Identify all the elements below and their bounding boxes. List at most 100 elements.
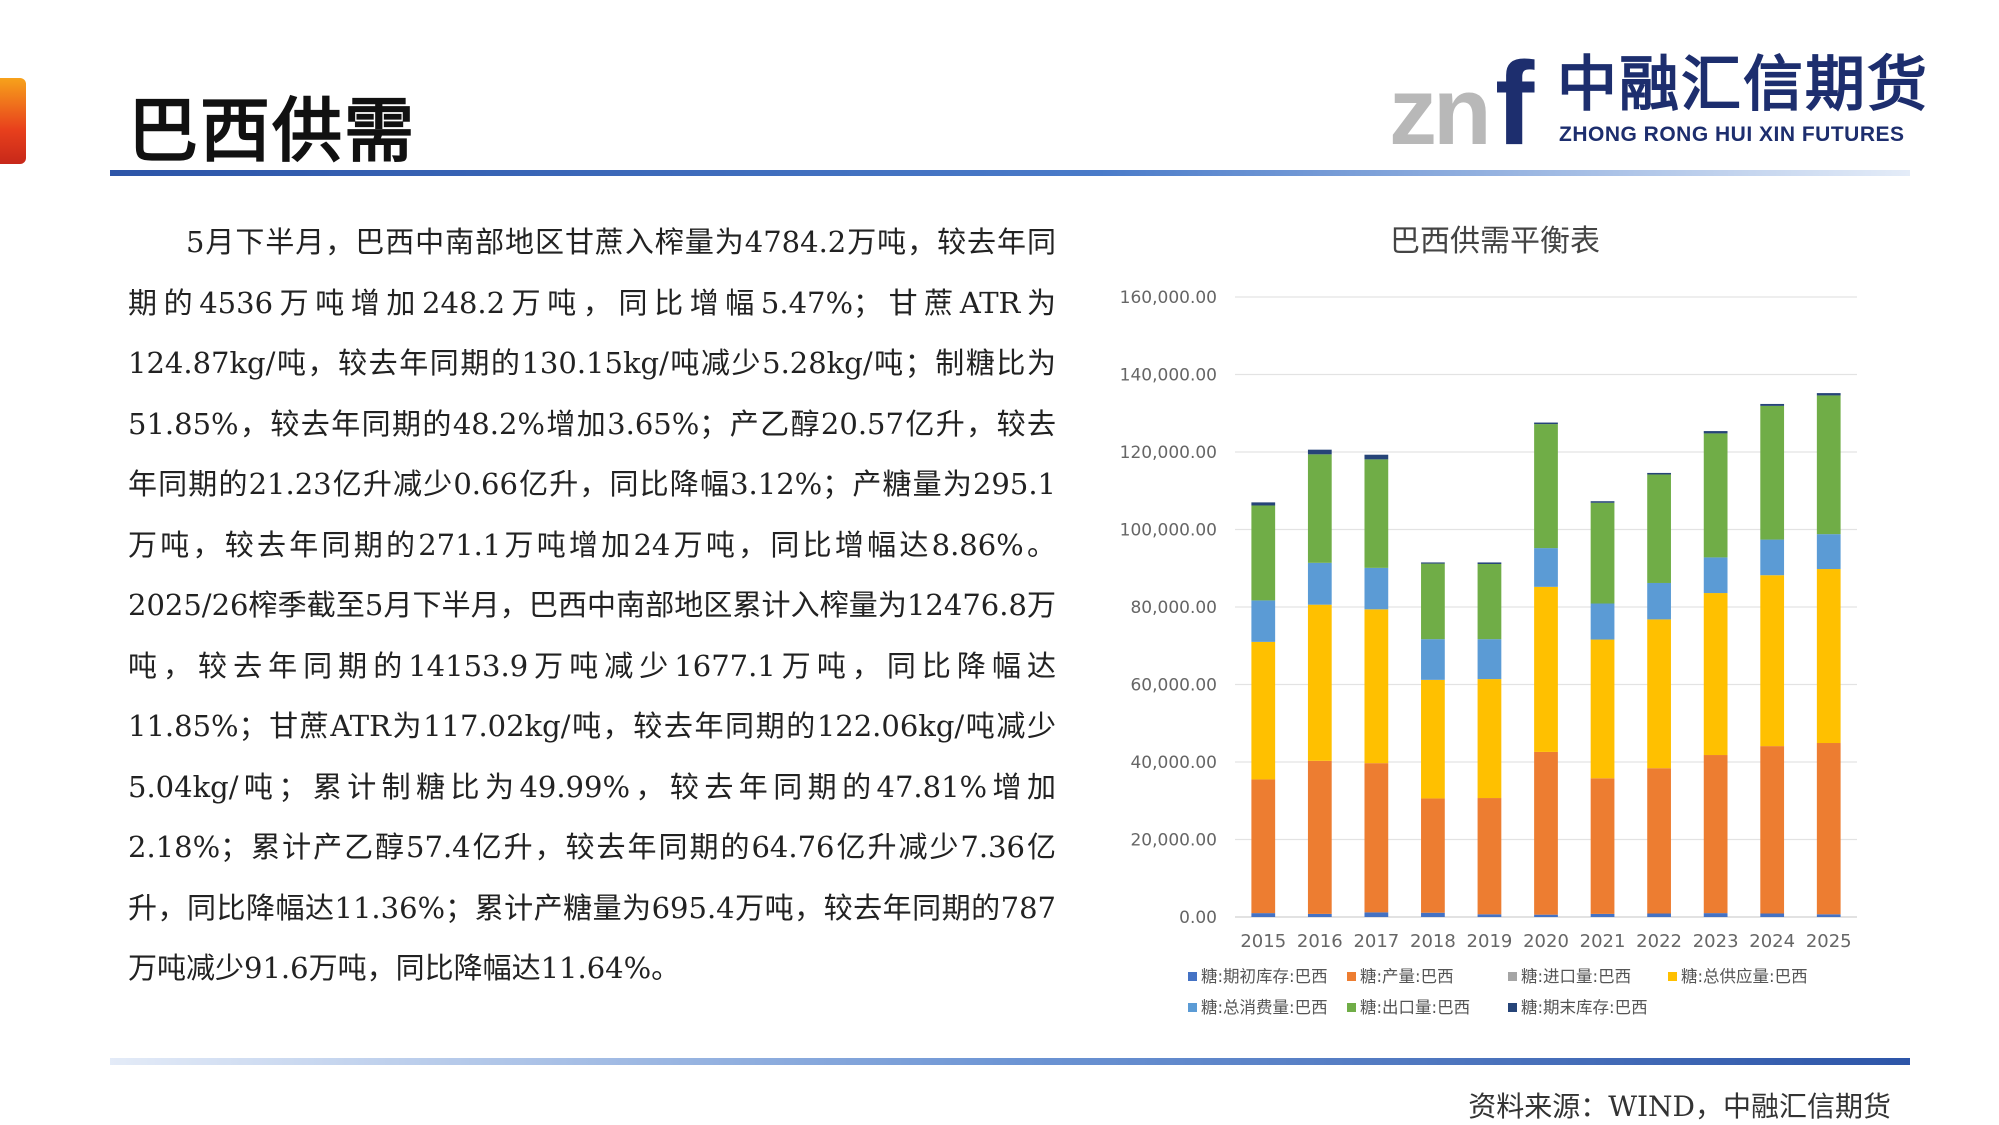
bar-segment xyxy=(1760,403,1785,406)
bar-segment xyxy=(1703,755,1728,914)
bar-segment xyxy=(1477,639,1502,680)
bar-segment xyxy=(1816,395,1841,535)
bar-segment xyxy=(1307,454,1332,563)
bar-segment xyxy=(1307,913,1332,917)
bar-segment xyxy=(1534,914,1558,917)
bar-segment xyxy=(1364,567,1389,610)
bar-segment xyxy=(1364,609,1389,764)
y-tick-label: 140,000.00 xyxy=(1120,366,1217,386)
legend-label: 糖:期末库存:巴西 xyxy=(1521,998,1648,1017)
bar-segment xyxy=(1816,569,1841,744)
supply-demand-chart: 巴西供需平衡表 0.00 20,000.00 40,000.00 60,000.00 8… xyxy=(1120,224,1857,1017)
bar-segment xyxy=(1590,502,1615,604)
bar-segment xyxy=(1421,563,1445,640)
legend-label: 糖:出口量:巴西 xyxy=(1360,998,1470,1017)
y-tick-label: 0.00 xyxy=(1179,908,1217,928)
svg-text:zn: zn xyxy=(1389,58,1488,155)
bar-segment xyxy=(1421,562,1445,564)
bar-segment xyxy=(1703,593,1728,756)
bar-segment xyxy=(1703,431,1728,434)
bar-segment xyxy=(1364,763,1389,913)
accent-tab xyxy=(0,78,26,164)
bar-segment xyxy=(1760,746,1785,914)
bar-segment xyxy=(1477,562,1502,564)
bar-segment xyxy=(1703,913,1728,917)
x-tick-label: 2022 xyxy=(1636,931,1682,952)
y-tick-label: 160,000.00 xyxy=(1120,288,1217,308)
bar-segment xyxy=(1590,501,1615,503)
bar-segment xyxy=(1534,751,1558,915)
bar-segment xyxy=(1251,502,1276,506)
legend-label: 糖:进口量:巴西 xyxy=(1521,967,1631,986)
y-tick-label: 120,000.00 xyxy=(1120,443,1217,463)
bar-segment xyxy=(1703,557,1728,594)
bar-segment xyxy=(1816,393,1841,396)
bar-segment xyxy=(1251,641,1276,780)
bar-segment xyxy=(1364,912,1389,917)
logo-en-text: ZHONG RONG HUI XIN FUTURES xyxy=(1559,123,1905,146)
y-tick-label: 40,000.00 xyxy=(1130,753,1217,773)
legend-swatch xyxy=(1188,972,1197,981)
legend-swatch xyxy=(1188,1003,1197,1012)
axis-layer: 0.00 20,000.00 40,000.00 60,000.00 80,000.00… xyxy=(1120,288,1852,952)
x-tick-label: 2017 xyxy=(1353,931,1399,952)
bar-segment xyxy=(1534,586,1558,752)
bar-segment xyxy=(1307,449,1332,455)
y-tick-label: 60,000.00 xyxy=(1130,676,1217,696)
x-tick-label: 2020 xyxy=(1523,931,1569,952)
bar-segment xyxy=(1647,474,1671,583)
x-tick-label: 2015 xyxy=(1240,931,1286,952)
bar-segment xyxy=(1307,562,1332,605)
bar-segment xyxy=(1647,472,1671,475)
x-tick-label: 2024 xyxy=(1749,931,1795,952)
legend-label: 糖:产量:巴西 xyxy=(1360,967,1454,986)
bar-segment xyxy=(1760,913,1785,917)
footer-divider xyxy=(110,1058,1910,1065)
legend-swatch xyxy=(1508,1003,1517,1012)
y-tick-label: 20,000.00 xyxy=(1130,831,1217,851)
company-logo: zn f 中融汇信期货 ZHONG RONG HUI XIN FUTURES xyxy=(1385,40,1927,155)
bar-segment xyxy=(1421,912,1445,917)
bar-segment xyxy=(1590,913,1615,917)
bar-segment xyxy=(1477,679,1502,799)
bar-segment xyxy=(1251,779,1276,914)
legend-swatch xyxy=(1508,972,1517,981)
bar-segment xyxy=(1647,582,1671,620)
svg-text:f: f xyxy=(1495,40,1535,155)
bar-segment xyxy=(1647,913,1671,917)
chart-title: 巴西供需平衡表 xyxy=(1390,224,1600,259)
bar-segment xyxy=(1477,798,1502,915)
bar-segment xyxy=(1477,563,1502,640)
legend-swatch xyxy=(1347,1003,1356,1012)
bar-segment xyxy=(1647,768,1671,914)
legend-swatch xyxy=(1668,972,1677,981)
bar-segment xyxy=(1760,575,1785,747)
bar-segment xyxy=(1760,405,1785,540)
bar-segment xyxy=(1251,600,1276,642)
y-tick-label: 80,000.00 xyxy=(1130,598,1217,618)
bar-layer xyxy=(1251,393,1841,917)
legend-label: 糖:总供应量:巴西 xyxy=(1681,967,1808,986)
bar-segment xyxy=(1590,778,1615,914)
x-tick-label: 2019 xyxy=(1467,931,1513,952)
x-tick-label: 2021 xyxy=(1580,931,1626,952)
x-tick-label: 2023 xyxy=(1693,931,1739,952)
legend-label: 糖:期初库存:巴西 xyxy=(1201,967,1328,986)
bar-segment xyxy=(1364,454,1389,460)
legend-swatch xyxy=(1347,972,1356,981)
body-paragraph: 5月下半月，巴西中南部地区甘蔗入榨量为4784.2万吨，较去年同期的4536万吨… xyxy=(128,225,1056,985)
bar-segment xyxy=(1307,760,1332,914)
bar-segment xyxy=(1534,424,1558,549)
bar-segment xyxy=(1816,914,1841,917)
bar-segment xyxy=(1703,433,1728,558)
y-tick-label: 100,000.00 xyxy=(1120,521,1217,541)
logo-cn-text: 中融汇信期货 xyxy=(1557,50,1929,120)
header-divider xyxy=(110,170,1910,176)
legend-label: 糖:总消费量:巴西 xyxy=(1201,998,1328,1017)
page-title: 巴西供需 xyxy=(128,90,416,172)
bar-segment xyxy=(1364,459,1389,568)
x-tick-label: 2025 xyxy=(1806,931,1852,952)
bar-segment xyxy=(1590,603,1615,640)
x-tick-label: 2018 xyxy=(1410,931,1456,952)
znf-logo-icon: zn f xyxy=(1389,40,1535,155)
